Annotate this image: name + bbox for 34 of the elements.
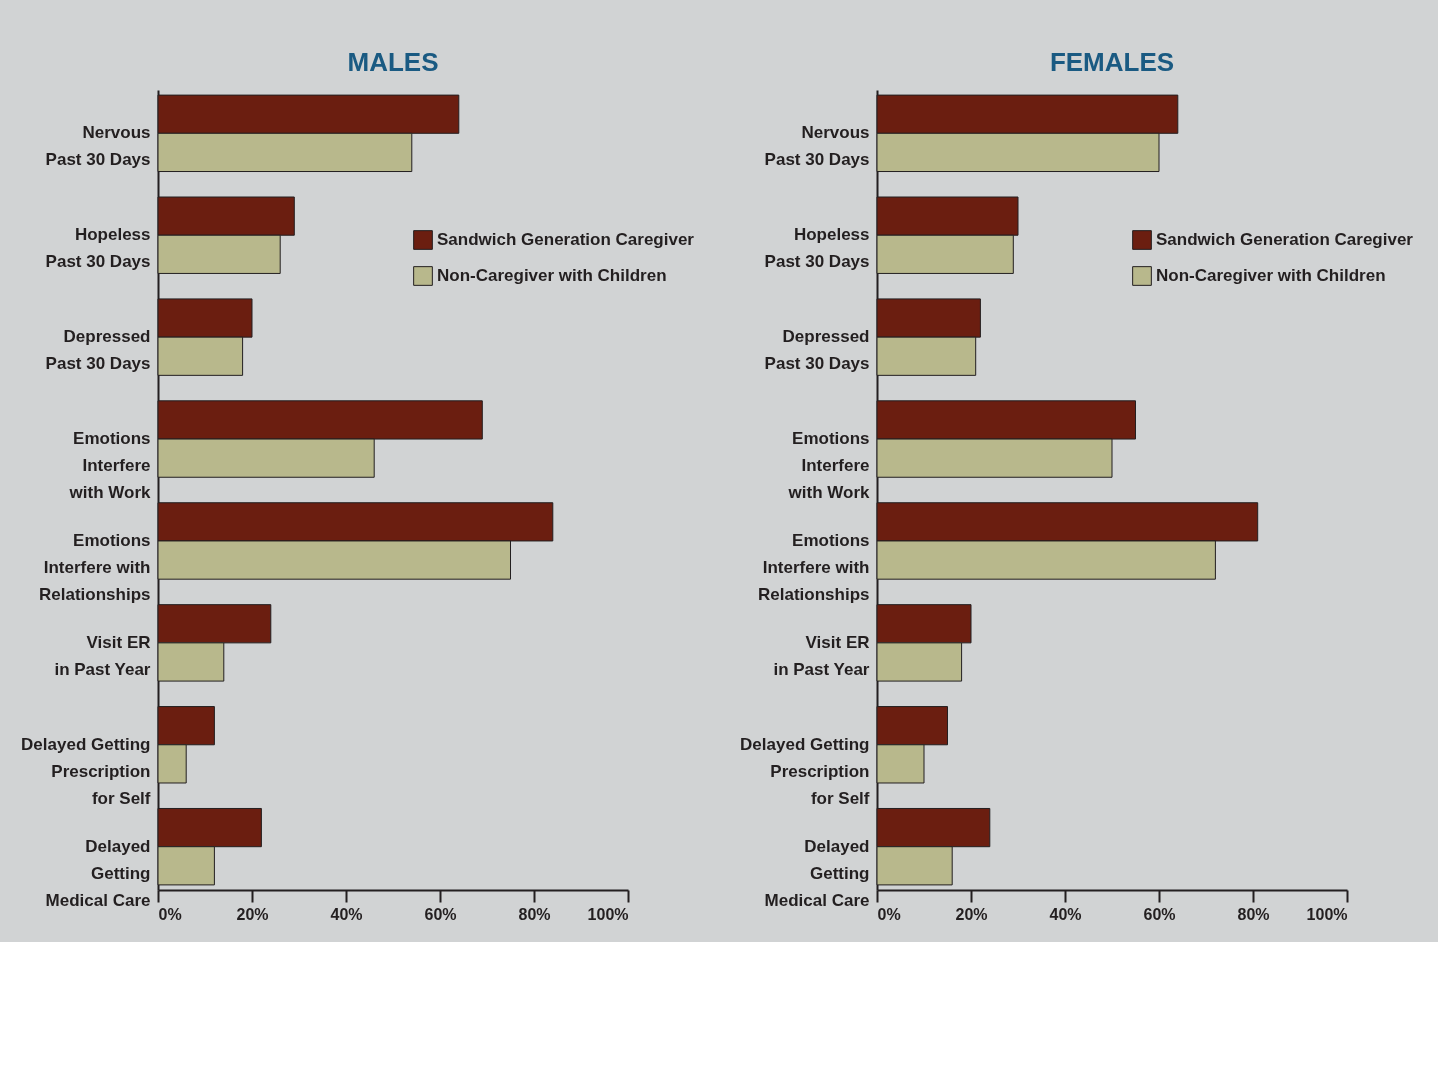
y-tick-label: Emotions Interfere with Work	[787, 429, 871, 503]
y-tick-label: Hopeless Past 30 Days	[764, 225, 870, 272]
y-tick-label: Depressed Past 30 Days	[45, 327, 151, 374]
y-tick-label: Delayed Getting Medical Care	[45, 836, 151, 910]
y-tick-label: Emotions Interfere with Work	[68, 429, 152, 503]
x-tick-label: 60%	[1143, 905, 1176, 923]
y-tick-label: Delayed Getting Prescription for Self	[21, 734, 151, 808]
legend-label: Non-Caregiver with Children	[437, 266, 667, 285]
x-tick-label: 60%	[424, 905, 457, 923]
x-tick-label: 100%	[587, 905, 629, 923]
y-tick-label: Delayed Getting Medical Care	[764, 836, 870, 910]
x-tick-label: 40%	[1049, 905, 1082, 923]
y-tick-label: Depressed Past 30 Days	[764, 327, 870, 374]
x-tick-label: 80%	[1237, 905, 1270, 923]
y-tick-label: Hopeless Past 30 Days	[45, 225, 151, 272]
y-tick-label: Emotions Interfere with Relationships	[758, 530, 870, 604]
y-tick-label: Visit ER in Past Year	[773, 632, 870, 679]
legend-label: Sandwich Generation Caregiver	[1156, 230, 1414, 249]
chart-title: MALES	[347, 47, 439, 77]
x-tick-label: 0%	[877, 905, 901, 923]
x-tick-label: 20%	[955, 905, 988, 923]
legend-label: Non-Caregiver with Children	[1156, 266, 1386, 285]
y-tick-label: Visit ER in Past Year	[54, 632, 151, 679]
y-tick-label: Nervous Past 30 Days	[45, 123, 151, 170]
x-tick-label: 0%	[158, 905, 182, 923]
x-tick-label: 40%	[330, 905, 363, 923]
x-tick-label: 80%	[518, 905, 551, 923]
legend-label: Sandwich Generation Caregiver	[437, 230, 695, 249]
y-tick-label: Emotions Interfere with Relationships	[39, 530, 151, 604]
chart-title: FEMALES	[1049, 47, 1175, 77]
x-tick-label: 20%	[236, 905, 269, 923]
y-tick-label: Delayed Getting Prescription for Self	[740, 734, 870, 808]
x-tick-label: 100%	[1306, 905, 1348, 923]
y-tick-label: Nervous Past 30 Days	[764, 123, 870, 170]
